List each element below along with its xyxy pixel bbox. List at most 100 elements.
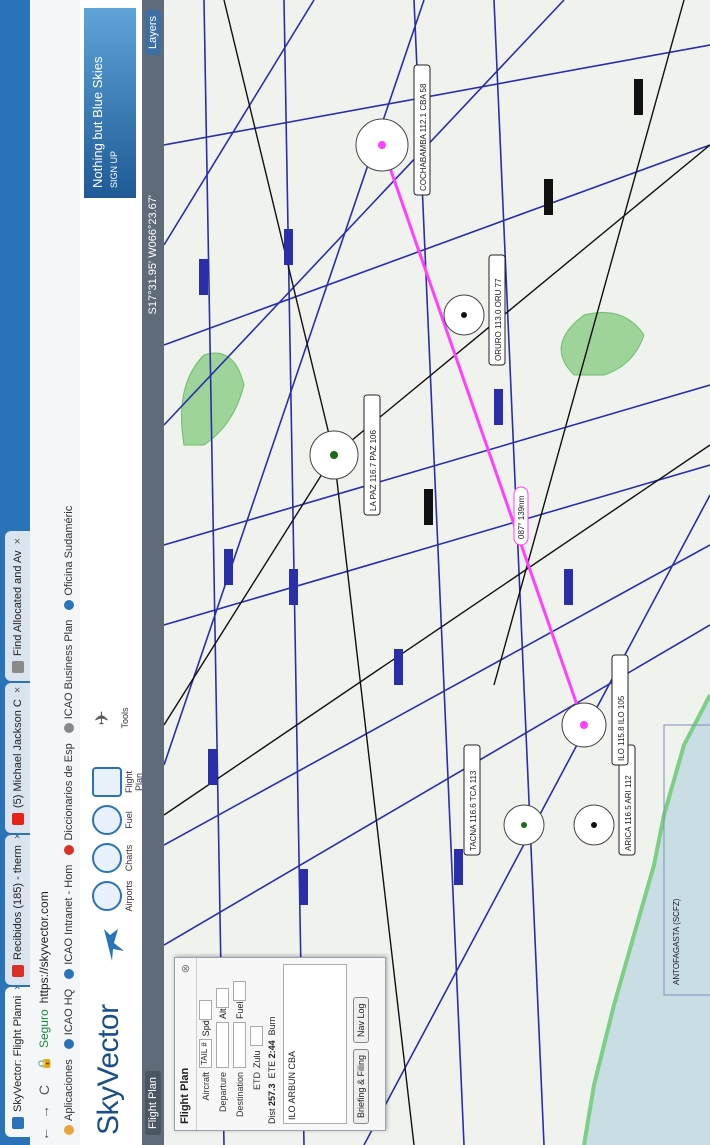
vor-label-oruro: ORURO 113.0 ORU 77 <box>494 278 503 361</box>
apps-grid-icon <box>64 1125 74 1135</box>
icao-icon <box>64 968 74 979</box>
vor-lapaz[interactable]: LA PAZ 116.7 PAZ 106 <box>309 394 381 516</box>
bookmark-apps[interactable]: Aplicaciones <box>63 1059 75 1135</box>
antofagasta-fir-boundary <box>663 724 710 996</box>
ad-signup: SIGN UP <box>109 150 119 188</box>
tab-label: SkyVector: Flight Planni <box>11 995 24 1112</box>
vor-oruro[interactable]: ORURO 113.0 ORU 77 <box>443 254 506 366</box>
bookmarks-bar: Aplicaciones ICAO HQ ICAO Intranet - Hom… <box>58 0 81 1145</box>
close-icon[interactable]: ⊗ <box>180 964 192 974</box>
route-leg-label-box <box>513 486 529 546</box>
flight-plan-panel: Flight Plan ⊗ Aircraft TAIL # Spd Departure… <box>174 957 386 1131</box>
burn-label: Burn <box>267 1016 277 1036</box>
tools-icon[interactable]: ✈ Tools <box>92 707 130 729</box>
black-routes <box>164 0 710 1145</box>
layers-button[interactable]: Layers <box>145 10 161 56</box>
fuel-label: Fuel <box>234 1001 245 1019</box>
vor-label-arica: ARICA 116.5 ARI 112 <box>624 775 633 851</box>
bookmark-icao-intranet[interactable]: ICAO Intranet - Hom <box>63 865 75 979</box>
lake-titicaca <box>181 352 245 446</box>
tab-find-allocated[interactable]: Find Allocated and Av × <box>5 531 30 681</box>
tab-label: Find Allocated and Av <box>11 550 24 656</box>
airplane-logo-icon <box>104 929 124 961</box>
ad-title: Nothing but Blue Skies <box>90 56 105 188</box>
url-field[interactable]: https://skyvector.com <box>37 891 51 1004</box>
destination-input[interactable] <box>233 1022 246 1068</box>
ete-label: ETE <box>267 1060 277 1079</box>
page-icon <box>11 661 24 673</box>
dist-label: Dist <box>267 1108 277 1125</box>
departure-input[interactable] <box>216 1022 229 1068</box>
dist-value: 257.3 <box>267 1083 277 1106</box>
icao-icon <box>64 599 74 610</box>
fir-label-antofagasta: ANTOFAGASTA (SCFZ) <box>672 898 681 985</box>
fuel-input[interactable] <box>233 981 246 1002</box>
tab-label: Recibidos (185) - therm <box>11 845 24 960</box>
vor-cochabamba[interactable]: COCHABAMBA 112.1 CBA 58 <box>355 64 431 196</box>
coastline <box>582 694 710 1145</box>
bookmark-oficina[interactable]: Oficina Sudaméric <box>63 506 75 610</box>
flight-plan-title: Flight Plan <box>179 1067 191 1124</box>
map-land <box>164 0 710 1145</box>
lake-poopo <box>560 312 645 376</box>
airports-icon[interactable]: Airports <box>92 879 134 913</box>
back-icon[interactable]: ← <box>36 1127 52 1141</box>
etd-zulu: Zulu <box>251 1050 262 1068</box>
advertisement-banner[interactable]: Nothing but Blue Skies SIGN UP <box>84 8 136 198</box>
ocean <box>584 695 710 1145</box>
tab-bar: SkyVector: Flight Planni× Recibidos (185… <box>0 0 30 1145</box>
reload-icon[interactable]: C <box>36 1084 52 1096</box>
tab-youtube[interactable]: (5) Michael Jackson C × <box>5 683 30 833</box>
skyvector-logo[interactable]: SkyVector <box>92 1004 125 1135</box>
forward-icon[interactable]: → <box>36 1105 52 1119</box>
nav-log-button[interactable]: Nav Log <box>353 997 369 1043</box>
aircraft-label: Aircraft <box>200 1072 211 1101</box>
alt-label: Alt <box>217 1008 228 1019</box>
flight-route-line[interactable] <box>380 144 586 726</box>
departure-label: Departure <box>217 1072 228 1113</box>
bookmark-diccionarios[interactable]: Diccionarios de Esp <box>63 743 75 855</box>
vor-arica[interactable]: ARICA 116.5 ARI 112 <box>573 744 636 856</box>
flight-plan-tab[interactable]: Flight Plan <box>145 1071 161 1135</box>
ete-value: 2:44 <box>267 1040 277 1059</box>
close-icon[interactable]: × <box>11 686 24 694</box>
bookmark-icao-hq[interactable]: ICAO HQ <box>63 989 75 1050</box>
etd-input[interactable] <box>250 1026 263 1047</box>
destination-label: Destination <box>234 1072 245 1118</box>
charts-icon[interactable]: Charts <box>92 841 134 875</box>
route-leg-label: 087° 139nm <box>517 495 526 539</box>
tab-skyvector[interactable]: SkyVector: Flight Planni× <box>5 987 30 1137</box>
page-icon <box>64 723 74 734</box>
close-icon[interactable]: × <box>11 835 24 840</box>
skyvector-favicon-icon <box>11 1117 24 1129</box>
dictionary-icon <box>64 844 74 855</box>
bookmark-business-plan[interactable]: ICAO Business Plan <box>63 620 75 734</box>
close-icon[interactable]: × <box>11 537 24 545</box>
briefing-filing-button[interactable]: Briefing & Filing <box>353 1048 369 1124</box>
fuel-icon[interactable]: Fuel <box>92 803 134 837</box>
coordinate-readout: S17°31.95' W066°23.67' <box>147 195 159 315</box>
aircraft-input[interactable]: TAIL # <box>199 1039 212 1068</box>
speed-input[interactable] <box>199 1000 212 1021</box>
map-toolbar: Flight Plan S17°31.95' W066°23.67' Layer… <box>142 0 164 1145</box>
close-icon[interactable]: × <box>12 987 24 996</box>
route-textarea[interactable]: ILO ARBUN CBA <box>283 964 347 1124</box>
altitude-input[interactable] <box>216 988 229 1009</box>
etd-label: ETD <box>251 1072 262 1090</box>
aeronautical-map[interactable]: 087° 139nm LA PAZ 116.7 PAZ 106 COCHABAM… <box>164 0 710 1145</box>
tab-label: (5) Michael Jackson C <box>11 699 24 808</box>
icao-icon <box>64 1039 74 1050</box>
secure-label: Seguro <box>37 1009 51 1049</box>
address-bar: ← → C 🔒 Seguro https://skyvector.com <box>30 0 59 1145</box>
flight-plan-icon[interactable]: Flight Plan <box>92 765 144 799</box>
vor-ilo[interactable]: ILO 115.8 ILO 105 <box>561 654 629 766</box>
vor-tacna[interactable]: TACNA 116.6 TCA 113 <box>463 744 545 856</box>
tab-gmail[interactable]: Recibidos (185) - therm × <box>5 835 30 985</box>
vor-label-lapaz: LA PAZ 116.7 PAZ 106 <box>369 430 378 511</box>
airways <box>164 0 710 1145</box>
youtube-icon <box>11 813 24 825</box>
spd-label: Spd <box>200 1020 211 1037</box>
lock-icon: 🔒 <box>37 1056 51 1071</box>
vor-label-tacna: TACNA 116.6 TCA 113 <box>469 770 478 851</box>
